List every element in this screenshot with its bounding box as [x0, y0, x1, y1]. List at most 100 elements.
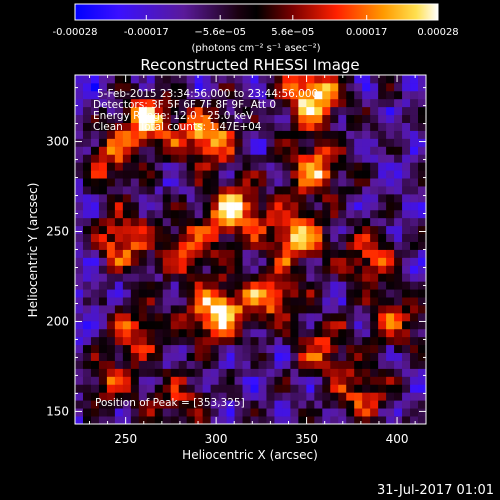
heatmap-cell	[226, 400, 235, 409]
heatmap-cell	[386, 106, 395, 116]
heatmap-cell	[290, 75, 299, 84]
heatmap-cell	[106, 114, 116, 123]
heatmap-cell	[90, 154, 100, 163]
heatmap-cell	[250, 225, 259, 235]
heatmap-cell	[314, 416, 323, 425]
heatmap-cell	[234, 130, 243, 139]
heatmap-cell	[354, 154, 363, 163]
heatmap-cell	[418, 328, 427, 338]
heatmap-cell	[394, 170, 403, 179]
heatmap-cell	[330, 360, 339, 369]
heatmap-cell	[146, 249, 156, 258]
heatmap-cell	[394, 193, 403, 203]
heatmap-cell	[338, 297, 347, 306]
heatmap-cell	[306, 98, 315, 108]
heatmap-cell	[306, 193, 315, 203]
colorbar-tick-label: 5.6e−05	[271, 27, 314, 38]
heatmap-cell	[162, 209, 172, 219]
heatmap-cell	[98, 368, 108, 377]
heatmap-cell	[274, 320, 283, 330]
heatmap-cell	[282, 384, 291, 393]
heatmap-cell	[402, 146, 411, 155]
heatmap-cell	[370, 186, 379, 195]
heatmap-cell	[75, 392, 84, 401]
heatmap-cell	[106, 400, 116, 409]
heatmap-cell	[282, 352, 291, 361]
heatmap-cell	[322, 90, 331, 100]
heatmap-cell	[186, 146, 196, 155]
heatmap-cell	[146, 98, 156, 108]
heatmap-cell	[354, 90, 363, 100]
heatmap-cell	[266, 82, 275, 92]
heatmap-cell	[418, 122, 427, 131]
heatmap-cell	[130, 241, 140, 250]
heatmap-cell	[266, 90, 275, 100]
heatmap-cell	[106, 376, 116, 385]
heatmap-cell	[290, 289, 299, 298]
heatmap-cell	[98, 257, 108, 266]
heatmap-cell	[82, 122, 92, 131]
heatmap-cell	[418, 209, 427, 219]
heatmap-cell	[146, 130, 156, 139]
heatmap-cell	[90, 360, 100, 369]
heatmap-cell	[410, 90, 419, 100]
heatmap-cell	[386, 98, 395, 108]
heatmap-cell	[114, 312, 124, 322]
heatmap-cell	[218, 154, 227, 163]
heatmap-cell	[242, 130, 251, 139]
heatmap-cell	[258, 186, 267, 195]
heatmap-cell	[346, 281, 355, 290]
heatmap-cell	[338, 114, 347, 123]
heatmap-cell	[258, 193, 267, 203]
heatmap-cell	[146, 138, 156, 147]
heatmap-cell	[370, 233, 379, 242]
heatmap-cell	[330, 146, 339, 155]
heatmap-cell	[186, 201, 196, 211]
heatmap-cell	[138, 130, 148, 139]
heatmap-cell	[75, 154, 84, 163]
heatmap-cell	[370, 249, 379, 258]
heatmap-cell	[394, 305, 403, 314]
heatmap-cell	[114, 336, 124, 346]
heatmap-cell	[250, 328, 259, 338]
heatmap-cell	[330, 82, 339, 92]
heatmap-cell	[354, 400, 363, 409]
heatmap-cell	[306, 265, 315, 274]
heatmap-cell	[226, 297, 235, 306]
heatmap-cell	[394, 257, 403, 266]
heatmap-cell	[330, 178, 339, 187]
heatmap-cell	[226, 384, 235, 393]
heatmap-cell	[290, 225, 299, 235]
heatmap-cell	[250, 106, 259, 116]
heatmap-cell	[314, 360, 323, 369]
heatmap-cell	[138, 376, 148, 385]
heatmap-cell	[210, 360, 219, 369]
heatmap-cell	[210, 146, 219, 155]
heatmap-cell	[322, 289, 331, 298]
heatmap-cell	[410, 273, 419, 282]
heatmap-cell	[234, 273, 243, 282]
heatmap-cell	[362, 305, 371, 314]
heatmap-cell	[82, 82, 92, 92]
heatmap-cell	[346, 146, 355, 155]
heatmap-cell	[330, 217, 339, 227]
heatmap-cell	[242, 257, 251, 266]
heatmap-cell	[290, 193, 299, 203]
heatmap-cell	[186, 408, 196, 417]
heatmap-cell	[82, 138, 92, 147]
heatmap-cell	[290, 209, 299, 219]
heatmap-cell	[75, 376, 84, 385]
heatmap-cell	[410, 122, 419, 131]
heatmap-cell	[322, 336, 331, 346]
heatmap-cell	[218, 90, 227, 100]
heatmap-cell	[234, 209, 243, 219]
heatmap-cell	[234, 408, 243, 417]
heatmap-cell	[218, 146, 227, 155]
heatmap-cell	[234, 312, 243, 322]
heatmap-cell	[378, 249, 387, 258]
heatmap-cell	[330, 376, 339, 385]
heatmap-cell	[122, 90, 132, 100]
heatmap-cell	[322, 257, 331, 266]
heatmap-cell	[226, 305, 235, 314]
heatmap-cell	[122, 170, 132, 179]
